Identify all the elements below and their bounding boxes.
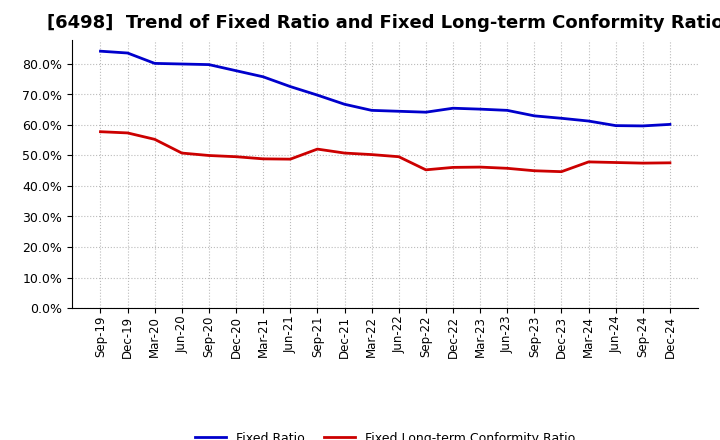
Fixed Long-term Conformity Ratio	[421, 167, 430, 172]
Fixed Ratio	[313, 92, 322, 98]
Line: Fixed Ratio: Fixed Ratio	[101, 51, 670, 126]
Fixed Long-term Conformity Ratio	[530, 168, 539, 173]
Fixed Ratio	[367, 108, 376, 113]
Fixed Long-term Conformity Ratio	[150, 137, 159, 142]
Fixed Ratio	[611, 123, 620, 128]
Fixed Ratio	[178, 61, 186, 66]
Fixed Long-term Conformity Ratio	[259, 156, 268, 161]
Fixed Ratio	[557, 116, 566, 121]
Fixed Long-term Conformity Ratio	[611, 160, 620, 165]
Fixed Ratio	[395, 109, 403, 114]
Line: Fixed Long-term Conformity Ratio: Fixed Long-term Conformity Ratio	[101, 132, 670, 172]
Fixed Long-term Conformity Ratio	[639, 161, 647, 166]
Fixed Ratio	[259, 74, 268, 80]
Fixed Ratio	[286, 84, 294, 89]
Legend: Fixed Ratio, Fixed Long-term Conformity Ratio: Fixed Ratio, Fixed Long-term Conformity …	[190, 427, 580, 440]
Fixed Ratio	[639, 123, 647, 128]
Fixed Long-term Conformity Ratio	[476, 165, 485, 170]
Fixed Long-term Conformity Ratio	[232, 154, 240, 159]
Fixed Long-term Conformity Ratio	[367, 152, 376, 157]
Fixed Ratio	[150, 61, 159, 66]
Fixed Ratio	[232, 68, 240, 73]
Fixed Ratio	[421, 110, 430, 115]
Fixed Long-term Conformity Ratio	[96, 129, 105, 134]
Fixed Ratio	[665, 122, 674, 127]
Title: [6498]  Trend of Fixed Ratio and Fixed Long-term Conformity Ratio: [6498] Trend of Fixed Ratio and Fixed Lo…	[47, 15, 720, 33]
Fixed Ratio	[584, 118, 593, 124]
Fixed Long-term Conformity Ratio	[204, 153, 213, 158]
Fixed Long-term Conformity Ratio	[286, 157, 294, 162]
Fixed Long-term Conformity Ratio	[178, 150, 186, 156]
Fixed Ratio	[503, 108, 511, 113]
Fixed Long-term Conformity Ratio	[395, 154, 403, 159]
Fixed Ratio	[341, 102, 349, 107]
Fixed Ratio	[530, 113, 539, 118]
Fixed Ratio	[96, 48, 105, 54]
Fixed Long-term Conformity Ratio	[123, 130, 132, 136]
Fixed Ratio	[476, 106, 485, 112]
Fixed Long-term Conformity Ratio	[341, 150, 349, 156]
Fixed Long-term Conformity Ratio	[557, 169, 566, 174]
Fixed Long-term Conformity Ratio	[449, 165, 457, 170]
Fixed Long-term Conformity Ratio	[584, 159, 593, 165]
Fixed Long-term Conformity Ratio	[313, 147, 322, 152]
Fixed Ratio	[449, 106, 457, 111]
Fixed Ratio	[123, 50, 132, 55]
Fixed Long-term Conformity Ratio	[665, 160, 674, 165]
Fixed Long-term Conformity Ratio	[503, 166, 511, 171]
Fixed Ratio	[204, 62, 213, 67]
